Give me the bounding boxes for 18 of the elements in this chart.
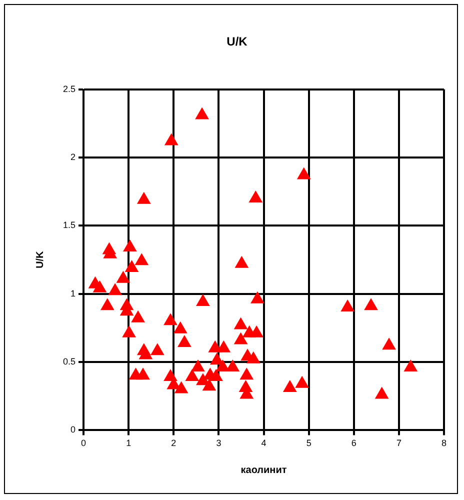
y-tick-label: 0.5 — [62, 356, 76, 367]
x-tick-label: 6 — [351, 438, 356, 448]
x-axis-title: каолинит — [240, 464, 287, 476]
x-tick-label: 8 — [441, 438, 447, 448]
x-tick-label: 4 — [261, 438, 266, 448]
x-tick-label: 7 — [396, 438, 402, 448]
y-tick-label: 2.5 — [62, 84, 76, 94]
x-tick-label: 0 — [81, 438, 86, 448]
x-tick-label: 2 — [171, 438, 176, 448]
y-tick-label: 2 — [70, 152, 76, 162]
y-tick-label: 0 — [70, 424, 76, 435]
x-tick-label: 3 — [216, 438, 222, 448]
y-axis-title: U/K — [34, 250, 46, 268]
x-tick-label: 5 — [306, 438, 312, 448]
y-tick-label: 1.5 — [62, 220, 76, 230]
x-tick-label: 1 — [126, 438, 132, 448]
y-tick-label: 1 — [70, 288, 76, 298]
chart-title: U/K — [226, 34, 248, 49]
